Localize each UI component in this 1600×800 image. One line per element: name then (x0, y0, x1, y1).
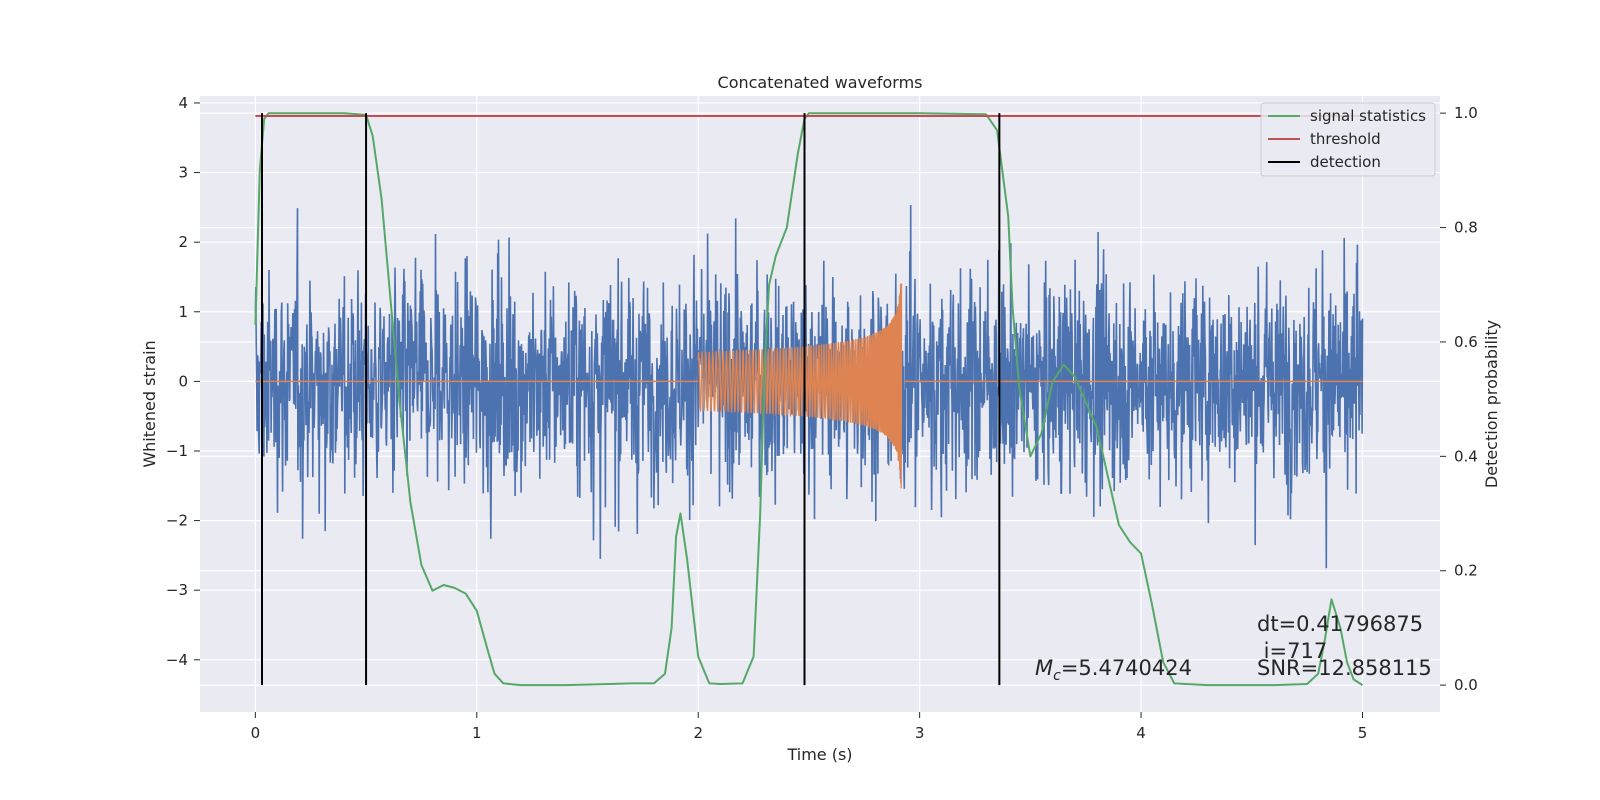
whitened-strain-line (254, 204, 1364, 569)
plot-title: Concatenated waveforms (718, 73, 923, 92)
snr-annotation: SNR=12.858115 (1257, 656, 1432, 680)
x-tick-label: 5 (1358, 724, 1368, 742)
y-tick-label: −4 (166, 651, 188, 669)
x-tick-label: 4 (1136, 724, 1146, 742)
dt-annotation: dt=0.41796875 (1257, 612, 1423, 636)
legend-label-threshold: threshold (1310, 130, 1381, 148)
y2-tick-label: 0.2 (1454, 562, 1478, 580)
y2-tick-label: 0.0 (1454, 676, 1478, 694)
y2-tick-label: 0.8 (1454, 219, 1478, 237)
y-tick-label: −1 (166, 442, 188, 460)
y2-axis-title: Detection probability (1482, 320, 1501, 488)
chirp-mass-symbol: M (1035, 656, 1053, 680)
y-tick-label: 3 (178, 164, 188, 182)
chirp-mass-value: =5.4740424 (1061, 656, 1192, 680)
probability-series (254, 112, 1364, 687)
y-tick-label: 4 (178, 94, 188, 112)
legend-label-detection: detection (1310, 153, 1381, 171)
y-tick-label: 1 (178, 303, 188, 321)
chirp-mass-annotation: Mc=5.4740424 (1035, 656, 1192, 684)
x-tick-label: 2 (693, 724, 703, 742)
signal-statistics-line (254, 112, 1364, 687)
x-tick-label: 3 (915, 724, 925, 742)
template-chirp-line (697, 283, 903, 489)
index-annotation: i=717 (1257, 639, 1327, 663)
y2-tick-label: 0.4 (1454, 447, 1478, 465)
y2-tick-label: 0.6 (1454, 333, 1478, 351)
y-axis-title: Whitened strain (140, 340, 159, 467)
x-tick-label: 0 (251, 724, 261, 742)
axis-ticks: 0 1 2 3 4 5 4 3 2 1 0 −1 −2 −3 −4 1.0 0.8 0.6 0.4 0.2 0.0 (166, 94, 1478, 742)
y-tick-label: 0 (178, 372, 188, 390)
x-axis-title: Time (s) (786, 745, 852, 764)
chirp-mass-subscript: c (1053, 668, 1061, 684)
legend-label-signal-statistics: signal statistics (1310, 107, 1426, 125)
y-tick-label: 2 (178, 233, 188, 251)
template-series (255, 283, 1363, 489)
strain-series (254, 204, 1364, 569)
y2-tick-label: 1.0 (1454, 104, 1478, 122)
legend: signal statistics threshold detection (1260, 102, 1436, 177)
legend-box (1260, 102, 1436, 177)
y-tick-label: −3 (166, 581, 188, 599)
x-tick-label: 1 (472, 724, 482, 742)
y-tick-label: −2 (166, 512, 188, 530)
